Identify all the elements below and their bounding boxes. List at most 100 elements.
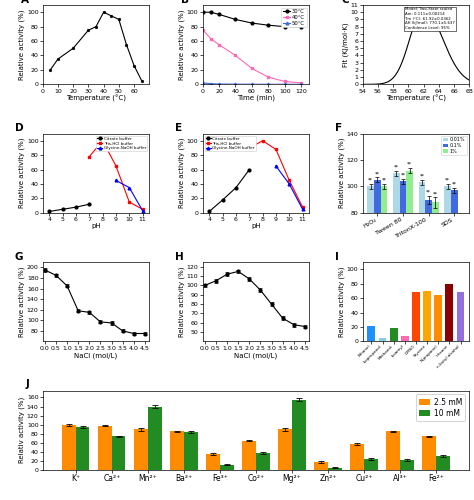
- Glycine-NaOH buffer: [113, 178, 119, 184]
- Bar: [436, 456, 450, 470]
- Line: Glycine-NaOH buffer: Glycine-NaOH buffer: [274, 164, 304, 210]
- Tris-HCl buffer: [260, 138, 265, 144]
- Bar: [434, 294, 442, 342]
- Bar: [134, 429, 148, 470]
- Citrate buffer: [233, 184, 239, 190]
- Text: **: **: [433, 191, 438, 196]
- Text: **: **: [401, 172, 406, 178]
- Tris-HCl buffer: [140, 206, 146, 212]
- Y-axis label: Relative activity (%): Relative activity (%): [19, 266, 25, 337]
- Text: C: C: [341, 0, 349, 4]
- Glycine-NaOH buffer: [273, 163, 279, 169]
- Bar: [374, 180, 381, 318]
- Bar: [458, 290, 465, 318]
- Bar: [393, 173, 400, 318]
- Bar: [350, 444, 364, 470]
- Legend: Citrate buffer, Tris-HCl buffer, Glycine-NaOH buffer: Citrate buffer, Tris-HCl buffer, Glycine…: [96, 136, 147, 152]
- Tris-HCl buffer: [86, 154, 92, 160]
- Text: D: D: [15, 123, 24, 133]
- Bar: [184, 432, 198, 470]
- Bar: [364, 458, 378, 470]
- Bar: [426, 200, 432, 318]
- Bar: [314, 462, 328, 470]
- Bar: [367, 326, 375, 342]
- Glycine-NaOH buffer: [286, 181, 292, 187]
- Bar: [170, 432, 184, 470]
- Glycine-NaOH buffer: [127, 184, 132, 190]
- Bar: [386, 432, 400, 470]
- X-axis label: NaCl (mol/L): NaCl (mol/L): [234, 352, 278, 358]
- Y-axis label: Relative activity (%): Relative activity (%): [19, 10, 26, 80]
- Text: J: J: [26, 380, 29, 390]
- Citrate buffer: [60, 206, 65, 212]
- Bar: [432, 202, 439, 318]
- Y-axis label: Relative activity (%): Relative activity (%): [179, 266, 185, 337]
- Citrate buffer: [246, 166, 252, 172]
- Bar: [456, 292, 465, 342]
- Bar: [278, 429, 292, 470]
- Tris-HCl buffer: [113, 163, 119, 169]
- Line: Citrate buffer: Citrate buffer: [48, 203, 91, 213]
- Tris-HCl buffer: [300, 204, 305, 210]
- Tris-HCl buffer: [127, 199, 132, 205]
- Tris-HCl buffer: [246, 145, 252, 151]
- Text: B: B: [181, 0, 189, 4]
- Text: E: E: [175, 123, 182, 133]
- Legend: 0.01%, 0.1%, 1%: 0.01%, 0.1%, 1%: [441, 136, 467, 156]
- Bar: [400, 460, 414, 470]
- Tris-HCl buffer: [286, 178, 292, 184]
- Text: **: **: [375, 171, 380, 176]
- Citrate buffer: [220, 197, 226, 203]
- X-axis label: Time (min): Time (min): [237, 95, 275, 102]
- Bar: [292, 400, 306, 470]
- Y-axis label: Relative activity (%): Relative activity (%): [19, 138, 26, 208]
- Text: **: **: [452, 182, 457, 187]
- Line: Tris-HCl buffer: Tris-HCl buffer: [248, 140, 304, 208]
- Citrate buffer: [46, 208, 52, 214]
- Bar: [76, 427, 90, 470]
- Bar: [242, 440, 256, 470]
- Text: G: G: [15, 252, 23, 262]
- Line: Tris-HCl buffer: Tris-HCl buffer: [88, 140, 144, 210]
- Tris-HCl buffer: [100, 138, 106, 144]
- Legend: 30°C, 40°C, 50°C: 30°C, 40°C, 50°C: [281, 8, 307, 28]
- Text: F: F: [335, 123, 342, 133]
- Text: **: **: [394, 164, 399, 170]
- Text: ***: ***: [457, 280, 465, 284]
- Y-axis label: Fit (KJ/mol·K): Fit (KJ/mol·K): [343, 22, 349, 67]
- Citrate buffer: [86, 201, 92, 207]
- Bar: [419, 182, 426, 318]
- X-axis label: Temperature (°C): Temperature (°C): [386, 95, 446, 102]
- Text: **: **: [445, 178, 450, 183]
- Legend: 2.5 mM, 10 mM: 2.5 mM, 10 mM: [416, 394, 465, 421]
- Citrate buffer: [207, 208, 212, 214]
- Text: I: I: [335, 252, 339, 262]
- Bar: [451, 190, 458, 318]
- Text: Model: Two-State scaled
Am: 0.111±0.00214
Tm (°C): 61.92±0.0362
ΔH (kJ/mol): 770: Model: Two-State scaled Am: 0.111±0.0021…: [405, 8, 455, 30]
- Tris-HCl buffer: [273, 146, 279, 152]
- Text: **: **: [382, 178, 387, 183]
- Text: H: H: [175, 252, 183, 262]
- Glycine-NaOH buffer: [140, 208, 146, 214]
- Bar: [400, 181, 406, 318]
- Y-axis label: Relative activity (%): Relative activity (%): [339, 266, 346, 337]
- Bar: [367, 186, 374, 318]
- Bar: [412, 292, 420, 342]
- X-axis label: NaCl (mol/L): NaCl (mol/L): [74, 352, 118, 358]
- Citrate buffer: [73, 204, 79, 210]
- Bar: [390, 328, 398, 342]
- Bar: [256, 453, 270, 470]
- Bar: [422, 436, 436, 470]
- X-axis label: pH: pH: [91, 224, 101, 230]
- Bar: [148, 406, 162, 470]
- X-axis label: pH: pH: [251, 224, 261, 230]
- Line: Citrate buffer: Citrate buffer: [208, 168, 251, 213]
- Bar: [112, 436, 126, 470]
- Text: A: A: [21, 0, 29, 4]
- Bar: [401, 336, 409, 342]
- Bar: [220, 464, 234, 470]
- X-axis label: Temperature (°C): Temperature (°C): [66, 95, 126, 102]
- Line: Glycine-NaOH buffer: Glycine-NaOH buffer: [115, 179, 144, 212]
- Text: **: **: [419, 174, 425, 179]
- Bar: [98, 426, 112, 470]
